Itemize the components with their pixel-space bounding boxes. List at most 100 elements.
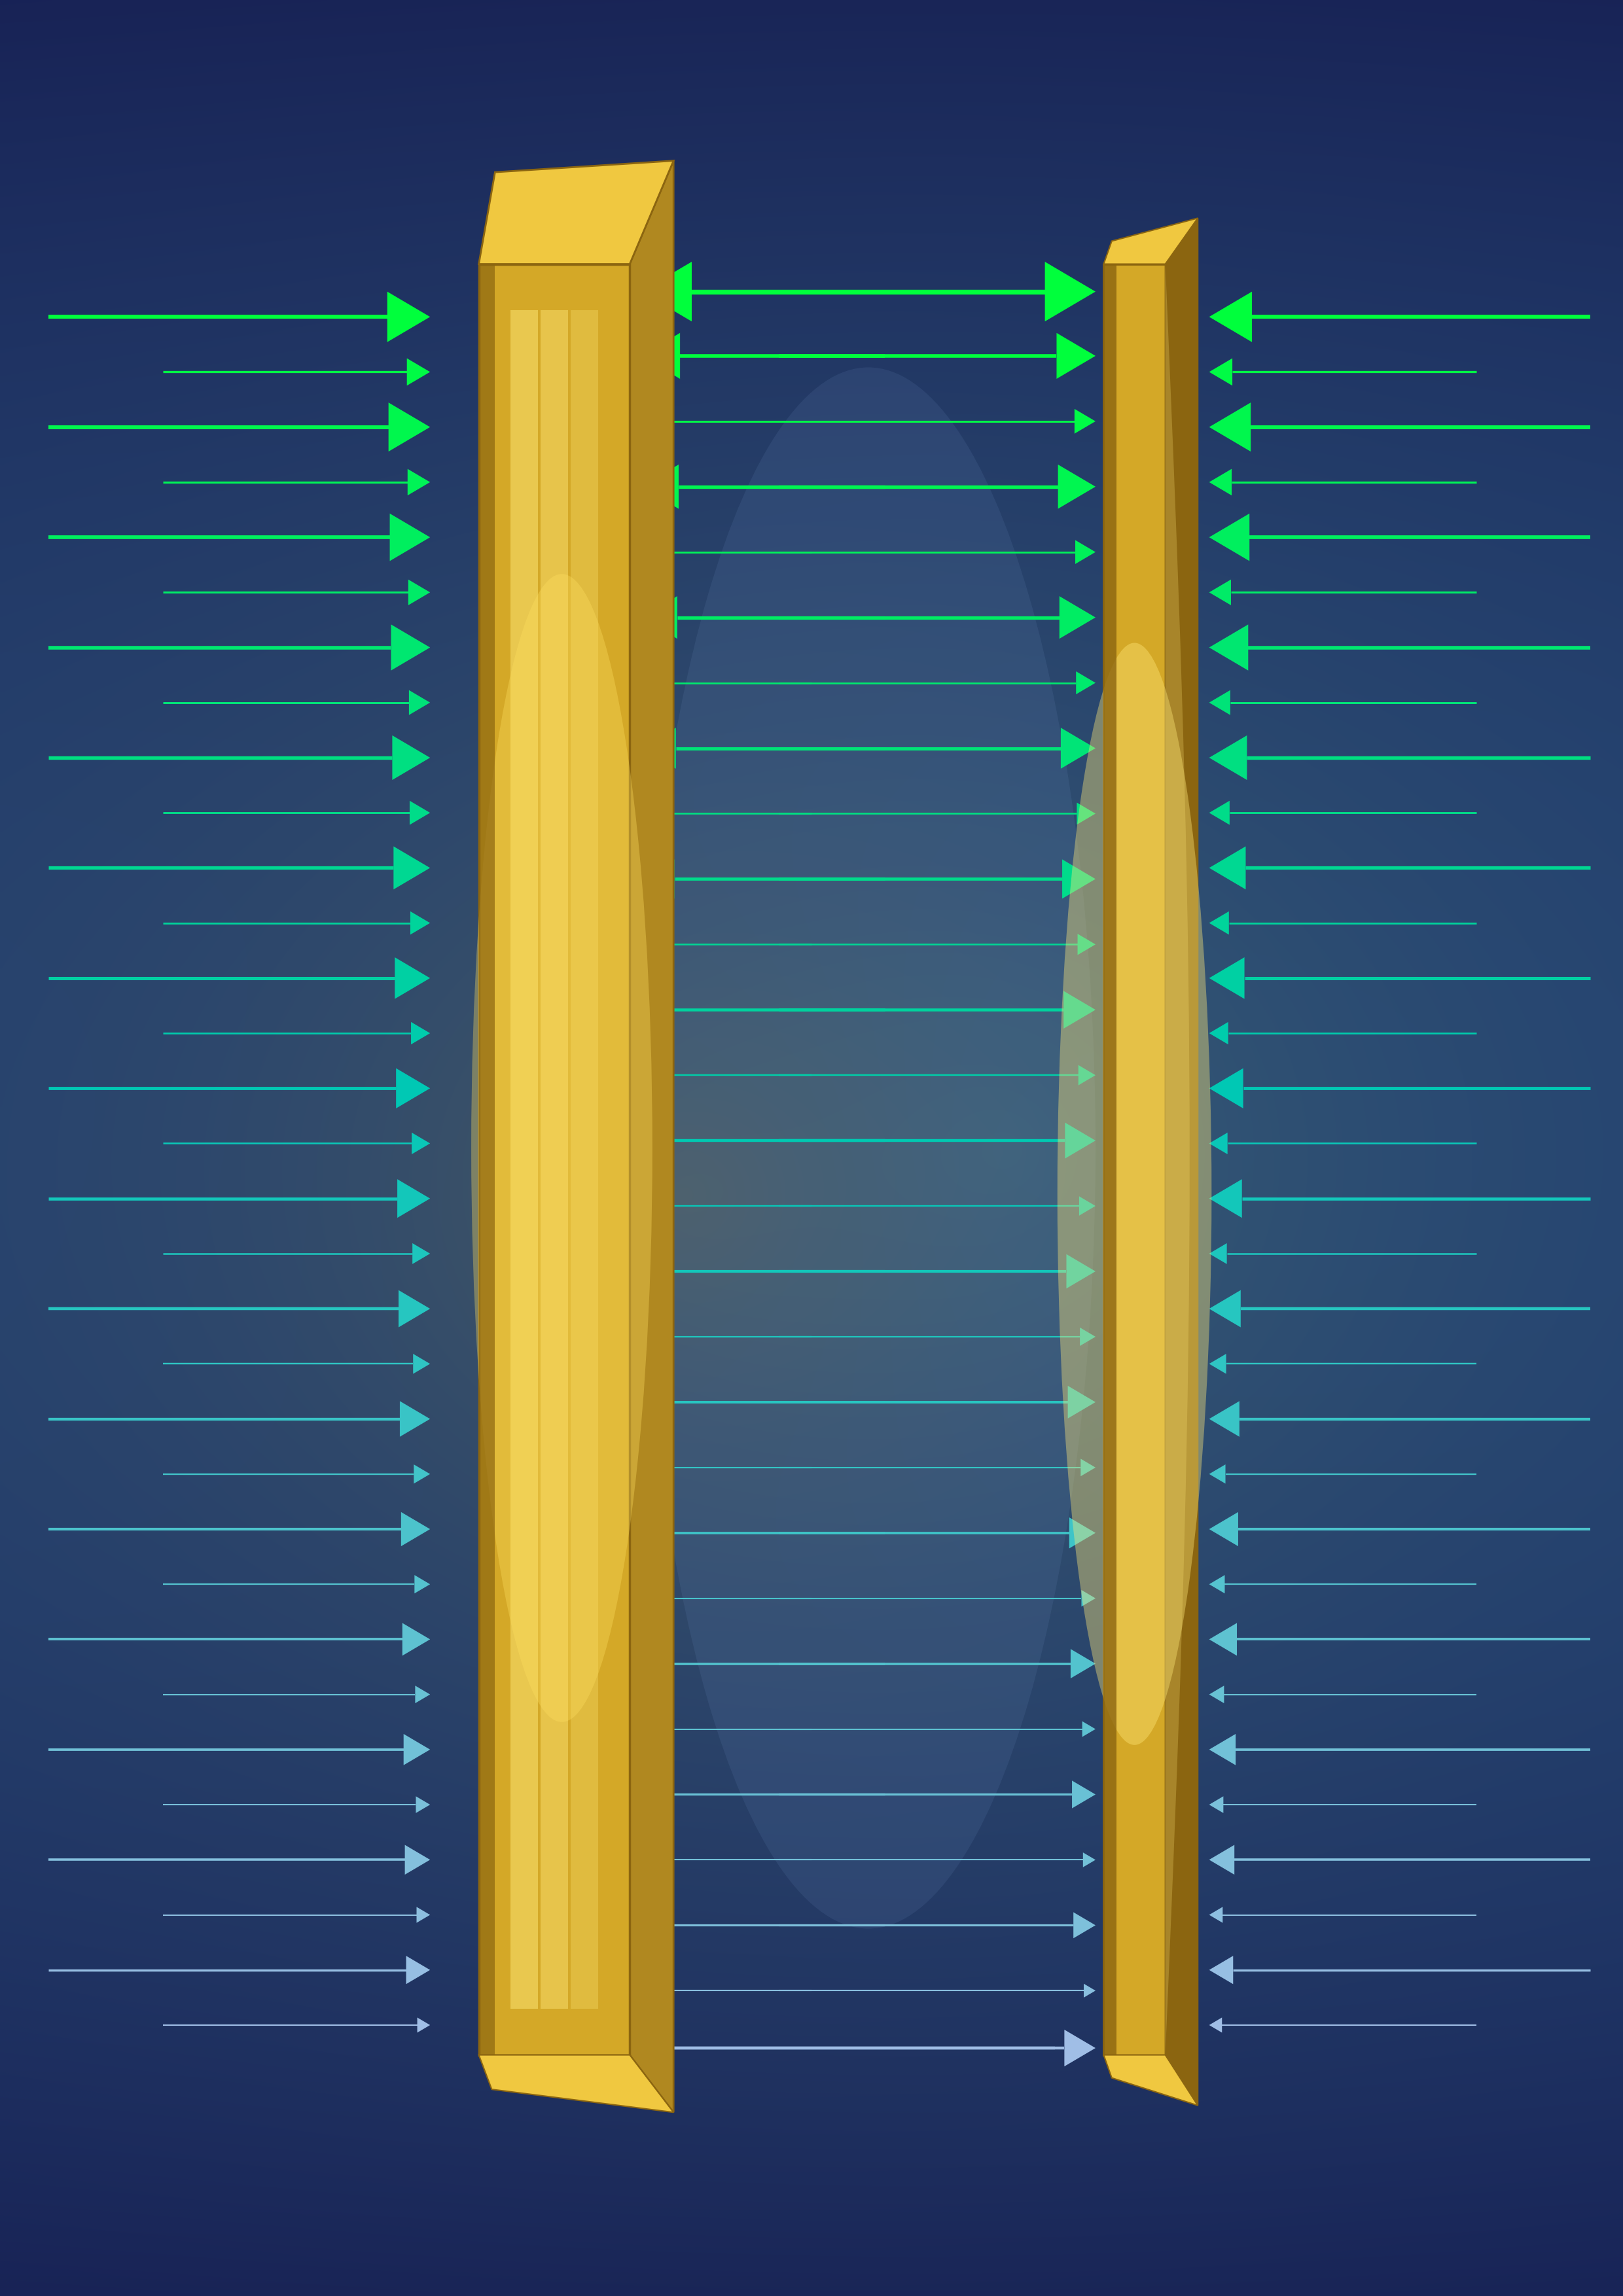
Polygon shape xyxy=(1209,1846,1235,1874)
Polygon shape xyxy=(1104,264,1165,2055)
Polygon shape xyxy=(641,1649,665,1678)
Polygon shape xyxy=(1165,218,1198,2105)
Polygon shape xyxy=(1068,1387,1096,1419)
Polygon shape xyxy=(479,2055,674,2112)
Polygon shape xyxy=(388,292,430,342)
Polygon shape xyxy=(414,1465,430,1483)
Polygon shape xyxy=(1058,464,1096,510)
Polygon shape xyxy=(1083,1722,1096,1738)
Polygon shape xyxy=(1209,1956,1233,1984)
Polygon shape xyxy=(1165,264,1190,2055)
Polygon shape xyxy=(398,1180,430,1217)
Polygon shape xyxy=(641,804,661,824)
Polygon shape xyxy=(641,1458,656,1476)
Polygon shape xyxy=(409,801,430,824)
Polygon shape xyxy=(641,262,691,321)
Polygon shape xyxy=(641,333,680,379)
Polygon shape xyxy=(1209,1465,1225,1483)
Polygon shape xyxy=(1209,579,1230,606)
Polygon shape xyxy=(1209,292,1251,342)
Polygon shape xyxy=(417,1908,430,1922)
Ellipse shape xyxy=(1058,643,1211,1745)
Polygon shape xyxy=(630,161,674,2112)
Polygon shape xyxy=(1104,264,1117,2055)
Polygon shape xyxy=(1104,2055,1198,2105)
Polygon shape xyxy=(414,1355,430,1373)
Polygon shape xyxy=(1078,1065,1096,1086)
Polygon shape xyxy=(1209,468,1232,496)
Polygon shape xyxy=(641,1327,657,1345)
Polygon shape xyxy=(1073,1782,1096,1809)
Polygon shape xyxy=(1061,728,1096,769)
Polygon shape xyxy=(1209,801,1230,824)
Polygon shape xyxy=(412,1242,430,1265)
Polygon shape xyxy=(393,735,430,781)
Polygon shape xyxy=(417,2018,430,2032)
Polygon shape xyxy=(1083,1853,1096,1867)
Polygon shape xyxy=(1209,1022,1229,1045)
Polygon shape xyxy=(641,1065,659,1086)
Polygon shape xyxy=(404,1733,430,1766)
Polygon shape xyxy=(479,264,630,2055)
Polygon shape xyxy=(1209,1513,1238,1545)
Polygon shape xyxy=(407,358,430,386)
Polygon shape xyxy=(1209,1401,1240,1437)
Polygon shape xyxy=(404,1846,430,1874)
Polygon shape xyxy=(479,161,674,264)
Polygon shape xyxy=(393,847,430,889)
Polygon shape xyxy=(1209,1908,1222,1922)
Polygon shape xyxy=(1065,1123,1096,1159)
Polygon shape xyxy=(1070,1518,1096,1548)
Polygon shape xyxy=(540,310,568,2009)
Polygon shape xyxy=(1209,2018,1222,2032)
Polygon shape xyxy=(1209,1733,1235,1766)
Polygon shape xyxy=(407,468,430,496)
Polygon shape xyxy=(641,728,675,769)
Ellipse shape xyxy=(471,574,652,1722)
Polygon shape xyxy=(403,1623,430,1655)
Polygon shape xyxy=(479,264,495,2055)
Polygon shape xyxy=(1209,625,1248,670)
Polygon shape xyxy=(1209,691,1230,714)
Polygon shape xyxy=(415,1795,430,1814)
Polygon shape xyxy=(641,1984,652,1998)
Polygon shape xyxy=(1065,2030,1096,2066)
Polygon shape xyxy=(1209,847,1246,889)
Polygon shape xyxy=(394,957,430,999)
Polygon shape xyxy=(641,670,661,693)
Polygon shape xyxy=(1209,912,1229,934)
Polygon shape xyxy=(1076,670,1096,693)
Polygon shape xyxy=(1073,1913,1096,1938)
Polygon shape xyxy=(415,1685,430,1704)
Polygon shape xyxy=(1060,597,1096,638)
Polygon shape xyxy=(571,310,597,2009)
Polygon shape xyxy=(390,514,430,560)
Polygon shape xyxy=(641,1782,664,1809)
Polygon shape xyxy=(641,1913,664,1938)
Polygon shape xyxy=(641,2030,672,2066)
Polygon shape xyxy=(511,310,537,2009)
Polygon shape xyxy=(641,859,675,898)
Polygon shape xyxy=(1209,1132,1227,1155)
Polygon shape xyxy=(1209,1242,1227,1265)
Polygon shape xyxy=(1084,1984,1096,1998)
Polygon shape xyxy=(1081,1458,1096,1476)
Polygon shape xyxy=(1209,1068,1243,1109)
Polygon shape xyxy=(1079,1327,1096,1345)
Polygon shape xyxy=(641,1853,654,1867)
Polygon shape xyxy=(396,1068,430,1109)
Polygon shape xyxy=(411,912,430,934)
Polygon shape xyxy=(641,1591,656,1607)
Polygon shape xyxy=(1045,262,1096,321)
Polygon shape xyxy=(1209,957,1245,999)
Polygon shape xyxy=(1104,218,1198,264)
Ellipse shape xyxy=(641,367,1096,1929)
Polygon shape xyxy=(409,579,430,606)
Polygon shape xyxy=(1209,1795,1224,1814)
Polygon shape xyxy=(391,625,430,670)
Polygon shape xyxy=(1076,804,1096,824)
Polygon shape xyxy=(1209,1180,1242,1217)
Polygon shape xyxy=(1209,358,1232,386)
Polygon shape xyxy=(641,934,659,955)
Polygon shape xyxy=(412,1132,430,1155)
